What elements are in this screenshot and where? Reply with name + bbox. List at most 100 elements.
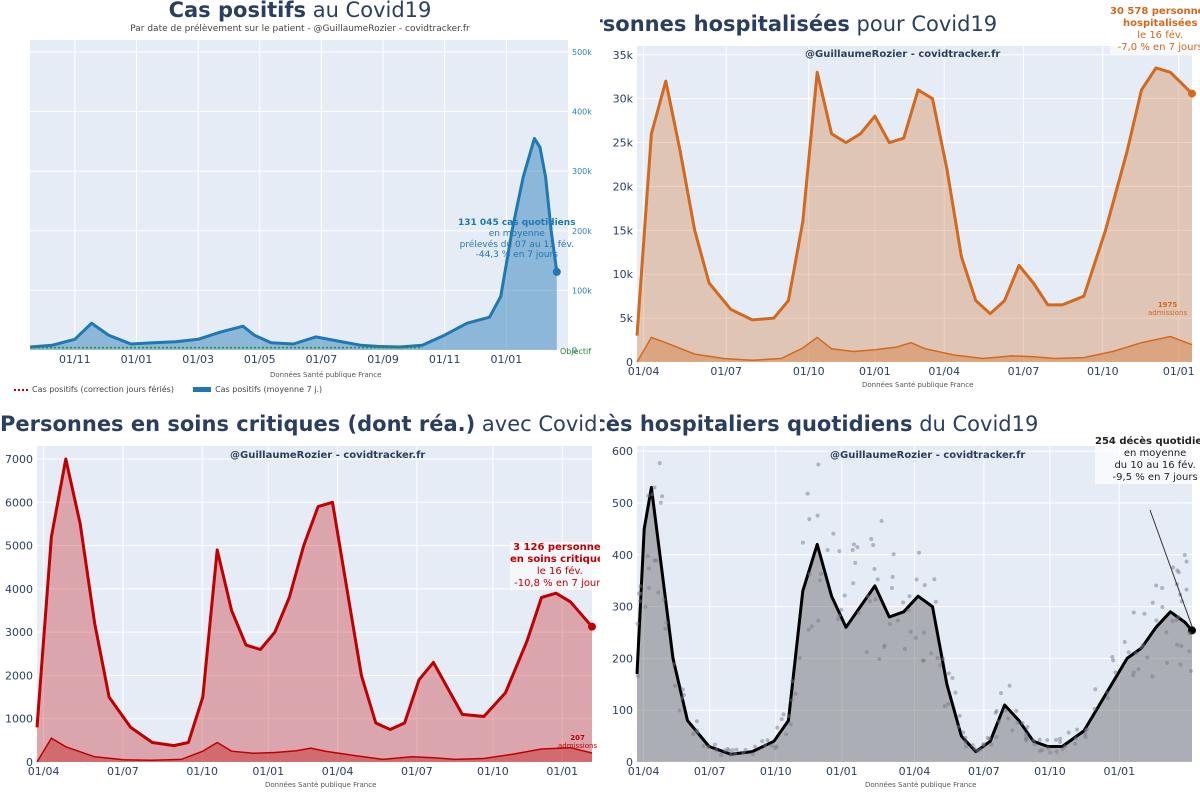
x-tick-label: 01/09 — [367, 353, 399, 366]
daily-death-point — [734, 747, 739, 752]
daily-death-point — [906, 608, 911, 613]
hosp-source: Données Santé publique France — [862, 381, 974, 389]
x-tick-label: 01/10 — [477, 765, 509, 778]
x-tick-label: 01/04 — [628, 765, 660, 778]
daily-death-point — [877, 656, 882, 661]
y-tick-label: 10k — [613, 268, 634, 281]
icu-chart-title: Personnes en soins critiques (dont réa.)… — [0, 412, 600, 436]
daily-death-point — [921, 630, 926, 635]
daily-death-point — [950, 675, 955, 680]
cases-source: Données Santé publique France — [270, 371, 382, 379]
daily-death-point — [1179, 644, 1184, 649]
x-tick-label: 01/04 — [628, 365, 660, 378]
x-tick-label: 01/01 — [1103, 765, 1135, 778]
daily-death-point — [825, 547, 830, 552]
daily-death-point — [882, 643, 887, 648]
daily-death-point — [1083, 735, 1088, 740]
daily-death-point — [1175, 642, 1180, 647]
daily-death-point — [1060, 747, 1065, 752]
daily-death-point — [929, 651, 934, 656]
daily-death-point — [855, 545, 860, 550]
daily-death-point — [1045, 738, 1050, 743]
daily-death-point — [1139, 645, 1144, 650]
daily-death-point — [1145, 655, 1150, 660]
cases-chart-panel: Cas positifs au Covid19 Par date de prél… — [0, 0, 600, 400]
daily-death-point — [902, 646, 907, 651]
daily-death-point — [1093, 687, 1098, 692]
admissions-line — [636, 335, 1193, 363]
daily-death-point — [1074, 727, 1079, 732]
daily-death-point — [643, 604, 648, 609]
y-tick-label: 200 — [612, 652, 633, 665]
daily-death-point — [1131, 610, 1136, 615]
daily-death-point — [677, 708, 682, 713]
daily-death-point — [650, 492, 655, 497]
daily-death-point — [1046, 746, 1051, 751]
daily-death-point — [1187, 649, 1192, 654]
daily-death-point — [819, 571, 824, 576]
x-tick-label: 01/05 — [244, 353, 276, 366]
daily-death-point — [1032, 742, 1037, 747]
cases-chart-svg: 0 100k 200k 300k 400k 500k 01/11 01/01 01/03 01/0… — [29, 40, 592, 366]
daily-death-point — [1024, 738, 1029, 743]
icu-chart-panel: Personnes en soins critiques (dont réa.)… — [0, 400, 600, 800]
daily-death-point — [946, 671, 951, 676]
x-tick-label: 01/03 — [182, 353, 214, 366]
x-tick-label: 01/01 — [546, 765, 578, 778]
daily-death-point — [1007, 683, 1012, 688]
y-tick-label: 500k — [572, 48, 592, 57]
hosp-credit: @GuillaumeRozier - covidtracker.fr — [805, 49, 1001, 60]
daily-death-point — [817, 578, 822, 583]
daily-death-point — [787, 714, 792, 719]
daily-death-point — [1150, 600, 1155, 605]
daily-death-point — [932, 577, 937, 582]
series-last-point — [552, 267, 561, 276]
y-tick-label: 7000 — [5, 453, 33, 466]
series-line — [29, 136, 559, 349]
daily-death-point — [657, 461, 662, 466]
legend-dotted-swatch — [14, 388, 28, 391]
daily-death-point — [750, 752, 755, 757]
y-tick-label: 1000 — [5, 713, 33, 726]
x-tick-label: 01/10 — [1087, 365, 1119, 378]
deaths-source: Données Santé publique France — [865, 781, 977, 789]
daily-death-point — [672, 683, 677, 688]
daily-death-point — [975, 748, 980, 753]
daily-death-point — [646, 585, 651, 590]
daily-death-point — [664, 620, 669, 625]
cases-legend: Cas positifs (correction jours fériés) C… — [14, 385, 322, 394]
daily-death-point — [938, 663, 943, 668]
x-tick-label: 01/07 — [710, 365, 742, 378]
daily-death-point — [921, 658, 926, 663]
x-tick-label: 01/04 — [928, 365, 960, 378]
daily-death-point — [723, 748, 728, 753]
legend-item-average: Cas positifs (moyenne 7 j.) — [215, 385, 323, 394]
daily-death-point — [994, 708, 999, 713]
daily-death-point — [963, 740, 968, 745]
daily-death-point — [1154, 583, 1159, 588]
daily-death-point — [1073, 736, 1078, 741]
daily-death-point — [961, 730, 966, 735]
x-tick-label: 01/01 — [121, 353, 153, 366]
daily-death-point — [1057, 736, 1062, 741]
hosp-chart-title: Personnes hospitalisées pour Covid19 — [600, 12, 998, 36]
daily-death-point — [890, 574, 895, 579]
daily-death-point — [1176, 570, 1181, 575]
daily-death-point — [652, 558, 657, 563]
daily-death-point — [743, 747, 748, 752]
daily-death-point — [873, 597, 878, 602]
daily-death-point — [867, 599, 872, 604]
plot-background — [37, 446, 592, 762]
daily-death-point — [1003, 708, 1008, 713]
daily-death-point — [660, 494, 665, 499]
daily-death-point — [1160, 586, 1165, 591]
daily-death-point — [733, 752, 738, 757]
daily-death-point — [941, 657, 946, 662]
annotation-leader-line — [1149, 509, 1193, 627]
daily-death-point — [1187, 631, 1192, 636]
daily-death-point — [638, 584, 643, 589]
daily-death-point — [661, 597, 666, 602]
daily-death-point — [1142, 611, 1147, 616]
daily-death-point — [1073, 741, 1078, 746]
x-tick-label: 01/10 — [793, 365, 825, 378]
